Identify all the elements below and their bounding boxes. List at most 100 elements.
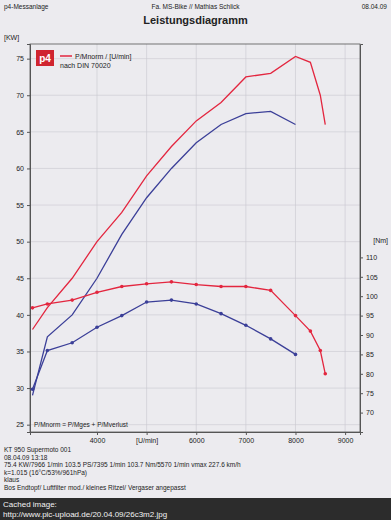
tick-label: 105 bbox=[366, 274, 378, 281]
tick-mark bbox=[27, 205, 30, 206]
tick-label: 40 bbox=[16, 312, 24, 319]
axis-line bbox=[31, 433, 361, 436]
series-line bbox=[32, 111, 295, 395]
tick-label: 25 bbox=[16, 421, 24, 428]
grid-line-y bbox=[30, 314, 360, 315]
tick: 35 bbox=[16, 348, 30, 355]
tick-mark bbox=[345, 432, 346, 435]
tick: 6000 bbox=[189, 432, 205, 444]
tick: 85 bbox=[360, 351, 374, 358]
tick-mark bbox=[295, 432, 296, 435]
tick-mark bbox=[360, 413, 363, 414]
series-marker bbox=[294, 314, 298, 318]
series-marker bbox=[323, 372, 327, 376]
tick-label: 35 bbox=[16, 348, 24, 355]
tick-label: 65 bbox=[16, 129, 24, 136]
tick-mark bbox=[360, 316, 363, 317]
tick-mark bbox=[27, 278, 30, 279]
tick-mark bbox=[27, 168, 30, 169]
tick-label: 85 bbox=[366, 351, 374, 358]
tick-label: 75 bbox=[366, 390, 374, 397]
series-marker bbox=[31, 306, 35, 310]
tick-mark bbox=[360, 277, 363, 278]
grid-line-x bbox=[196, 44, 197, 432]
tick: 90 bbox=[360, 332, 374, 339]
tick-label: 70 bbox=[366, 409, 374, 416]
tick-label: 90 bbox=[366, 332, 374, 339]
series-marker bbox=[194, 283, 198, 287]
y-axis-title: [KW] bbox=[4, 34, 19, 42]
annotation: nach DIN 70020 bbox=[60, 62, 111, 69]
tick: 70 bbox=[360, 409, 374, 416]
tick: 80 bbox=[360, 371, 374, 378]
tick: 9000 bbox=[338, 432, 354, 444]
series-marker bbox=[309, 329, 313, 333]
grid-line-x bbox=[245, 44, 246, 432]
legend-label: P/Mnorm / [U/min] bbox=[75, 53, 131, 61]
series-marker bbox=[120, 285, 124, 289]
tick: 7000 bbox=[239, 432, 255, 444]
chart: p4-Messanlage Fa. MS-Bike // Mathias Schl… bbox=[0, 0, 391, 520]
tick-label: 9000 bbox=[338, 437, 354, 444]
tick-label: 75 bbox=[16, 55, 24, 62]
series-marker bbox=[31, 388, 35, 392]
tick-mark bbox=[27, 425, 30, 426]
series-marker bbox=[70, 298, 74, 302]
series-marker bbox=[145, 282, 149, 286]
info-line: 08.04.09 13:18 bbox=[4, 454, 48, 461]
tick: 105 bbox=[360, 274, 378, 281]
tick: 110 bbox=[360, 254, 377, 261]
tick-label: 30 bbox=[16, 385, 24, 392]
footer-bar bbox=[0, 498, 391, 520]
grid-line-y bbox=[30, 278, 360, 279]
series-marker bbox=[170, 280, 174, 284]
series-marker bbox=[219, 285, 223, 289]
tick-label: 7000 bbox=[239, 437, 255, 444]
grid-line-y bbox=[30, 241, 360, 242]
annotation-formula: P/Mnorm = P/Mges + P/Mverlust bbox=[34, 421, 128, 429]
tick-label: 60 bbox=[16, 165, 24, 172]
tick-mark bbox=[27, 388, 30, 389]
tick: 40 bbox=[16, 312, 30, 319]
series-marker bbox=[46, 349, 50, 353]
grid-line-y bbox=[30, 168, 360, 169]
tick-label: 95 bbox=[366, 312, 374, 319]
tick: 30 bbox=[16, 385, 30, 392]
tick: 70 bbox=[16, 92, 30, 99]
tick-mark bbox=[360, 296, 363, 297]
tick-mark bbox=[360, 257, 363, 258]
series-marker bbox=[269, 337, 273, 341]
series-marker bbox=[319, 349, 323, 353]
header-left: p4-Messanlage bbox=[4, 3, 49, 11]
tick-label: [U/min] bbox=[136, 437, 158, 445]
grid-line-x bbox=[96, 44, 97, 432]
series-marker bbox=[219, 312, 223, 316]
series-marker bbox=[120, 314, 124, 318]
series-marker bbox=[46, 302, 50, 306]
tick: 65 bbox=[16, 129, 30, 136]
tick-mark bbox=[360, 354, 363, 355]
title: Leistungsdiagramm bbox=[143, 14, 248, 26]
series-marker bbox=[70, 341, 74, 345]
header-center: Fa. MS-Bike // Mathias Schlick bbox=[151, 3, 240, 10]
y2-axis-title: [Nm] bbox=[373, 237, 388, 245]
series-line bbox=[32, 300, 295, 389]
tick-mark bbox=[27, 351, 30, 352]
tick: 4000 bbox=[90, 432, 106, 444]
series-marker bbox=[269, 289, 273, 293]
grid bbox=[30, 44, 360, 432]
tick: 60 bbox=[16, 165, 30, 172]
grid-line-y bbox=[30, 351, 360, 352]
tick-mark bbox=[196, 432, 197, 435]
tick-mark bbox=[27, 59, 30, 60]
tick: 75 bbox=[360, 390, 374, 397]
tick-mark bbox=[360, 393, 363, 394]
tick: [U/min] bbox=[136, 432, 158, 445]
tick: 100 bbox=[360, 293, 378, 300]
tick: 55 bbox=[16, 202, 30, 209]
grid-line-y bbox=[30, 205, 360, 206]
tick-mark bbox=[360, 335, 363, 336]
tick-label: 45 bbox=[16, 275, 24, 282]
axis-line bbox=[27, 45, 31, 433]
tick-mark bbox=[246, 432, 247, 435]
